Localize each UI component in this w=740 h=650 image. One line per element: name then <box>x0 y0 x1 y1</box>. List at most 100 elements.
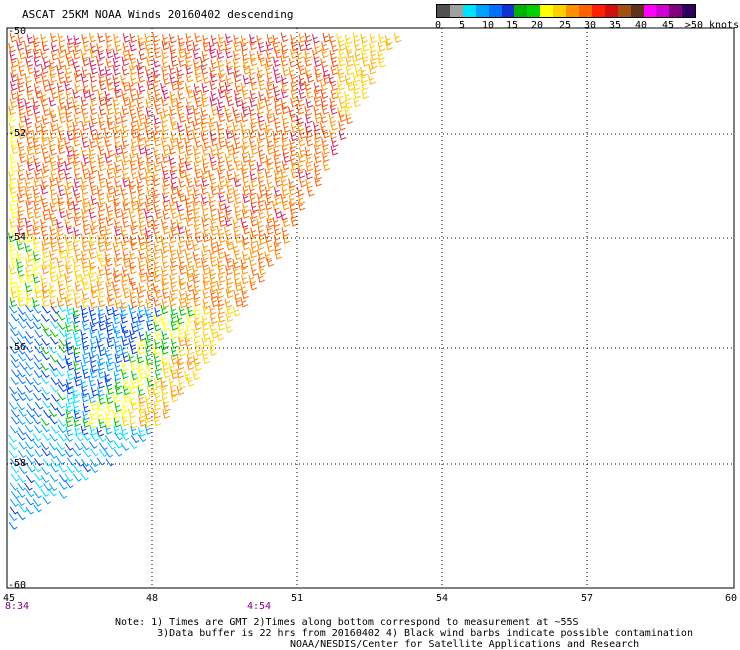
legend-swatch <box>437 5 450 17</box>
wind-barb <box>154 307 162 318</box>
wind-barb <box>48 288 56 299</box>
wind-barb <box>32 235 40 245</box>
wind-barb <box>66 194 75 205</box>
wind-barb <box>168 33 177 44</box>
wind-barb <box>50 89 59 100</box>
wind-barb <box>169 74 177 84</box>
wind-barb <box>306 186 315 197</box>
wind-barb <box>24 441 34 450</box>
wind-barb <box>8 434 17 443</box>
wind-barb <box>10 89 19 100</box>
wind-barb <box>74 251 83 261</box>
wind-barb <box>201 315 210 326</box>
wind-barb <box>17 512 26 521</box>
wind-barb <box>178 258 187 269</box>
wind-barb <box>96 401 105 412</box>
wind-barb <box>73 42 82 53</box>
wind-barb <box>144 410 153 420</box>
wind-barb <box>161 360 170 371</box>
wind-barb <box>8 521 18 530</box>
wind-barb <box>25 506 35 515</box>
wind-barb <box>160 345 169 355</box>
legend-swatch <box>475 5 489 17</box>
wind-barb <box>120 344 128 355</box>
wind-barb <box>187 306 195 317</box>
wind-barb <box>104 257 113 267</box>
wind-barb <box>10 193 19 203</box>
wind-barb <box>224 203 232 213</box>
wind-barb <box>81 386 89 397</box>
wind-barb <box>98 321 106 331</box>
wind-barb <box>200 123 209 133</box>
wind-barb <box>16 250 25 261</box>
wind-barb <box>10 137 18 148</box>
wind-barb <box>210 243 219 254</box>
wind-barb <box>72 345 81 355</box>
wind-barb <box>152 249 161 260</box>
wind-barb <box>193 145 201 156</box>
wind-barb <box>42 458 52 467</box>
wind-barb <box>130 280 139 291</box>
wind-barb <box>184 123 193 134</box>
wind-barb <box>160 235 169 245</box>
wind-barb <box>88 233 97 244</box>
wind-barb <box>154 90 162 101</box>
wind-barb <box>17 82 25 93</box>
wind-barb <box>34 113 43 124</box>
wind-barb <box>344 34 353 45</box>
wind-barb <box>57 384 67 393</box>
wind-barb <box>24 336 34 345</box>
wind-barb <box>258 265 267 276</box>
wind-barb <box>258 42 266 53</box>
wind-barb <box>66 99 74 109</box>
wind-barb <box>170 194 179 204</box>
wind-barb <box>64 105 73 116</box>
wind-barb <box>368 75 376 85</box>
wind-barb <box>184 49 193 60</box>
wind-barb <box>122 195 131 206</box>
wind-barb <box>50 305 60 314</box>
wind-barb <box>200 57 208 68</box>
wind-barb <box>184 330 192 341</box>
wind-barb <box>130 113 139 124</box>
wind-barb <box>138 265 147 276</box>
wind-barb <box>24 217 33 228</box>
wind-barb <box>114 385 123 395</box>
wind-barb <box>32 433 42 442</box>
wind-barb <box>234 113 242 123</box>
wind-barb <box>113 82 122 92</box>
wind-barb <box>11 369 20 378</box>
wind-barb <box>91 386 99 397</box>
wind-barb <box>232 106 240 117</box>
wind-barb <box>105 48 114 59</box>
wind-barb <box>74 82 82 93</box>
wind-barb <box>226 185 235 196</box>
wind-barb <box>208 114 217 125</box>
wind-barb <box>64 80 72 91</box>
wind-barb <box>98 120 107 131</box>
wind-barb <box>154 209 163 220</box>
wind-barb <box>10 490 20 499</box>
wind-barb <box>177 233 186 244</box>
wind-barb <box>144 208 152 219</box>
wind-barb <box>33 67 42 78</box>
wind-barb <box>178 242 186 253</box>
wind-barb <box>209 249 217 260</box>
wind-barb <box>128 178 136 188</box>
wind-barb <box>304 56 312 67</box>
wind-barb <box>64 355 73 366</box>
legend-swatch <box>656 5 670 17</box>
wind-barb <box>97 379 105 389</box>
wind-barb <box>9 442 18 451</box>
wind-barb <box>266 106 275 116</box>
wind-barb <box>154 361 163 372</box>
wind-barb <box>18 122 27 133</box>
wind-barb <box>10 393 20 402</box>
wind-barb <box>241 106 250 117</box>
wind-barb <box>41 305 51 314</box>
wind-barb <box>248 106 257 117</box>
wind-barb <box>88 154 97 164</box>
wind-barb <box>313 105 322 116</box>
wind-barb <box>120 409 129 420</box>
wind-barb <box>192 41 201 52</box>
